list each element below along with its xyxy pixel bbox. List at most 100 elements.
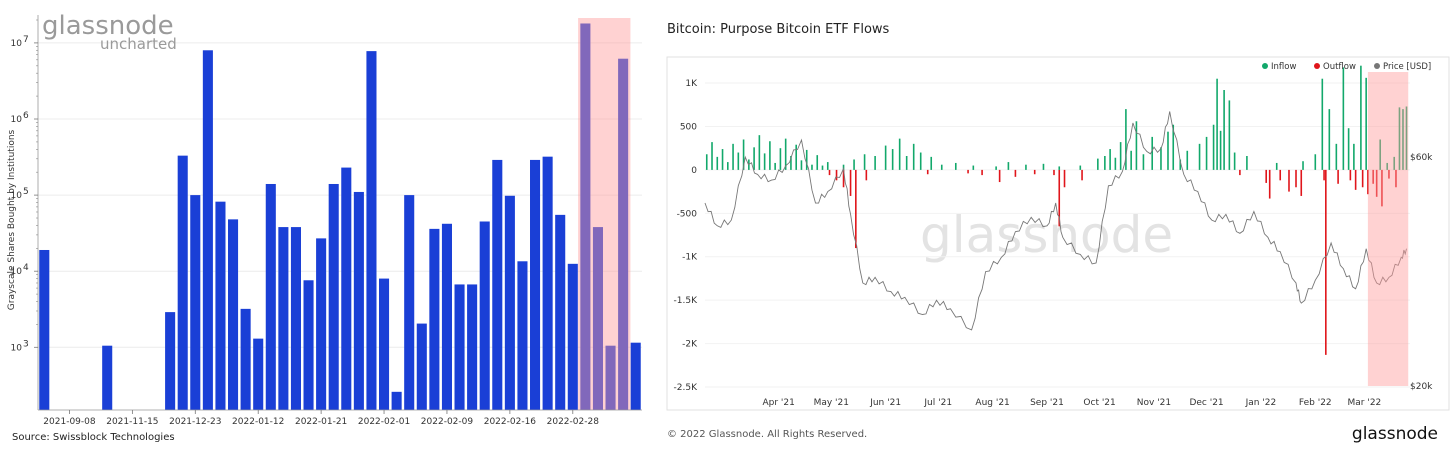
inflow-bar: [842, 164, 845, 170]
left-y-tick-label: 10: [11, 343, 23, 353]
inflow-bar: [1212, 124, 1215, 170]
right-y-tick-label: -2K: [682, 340, 698, 350]
left-bar: [253, 338, 264, 410]
left-bar: [404, 195, 415, 410]
copyright-text: © 2022 Glassnode. All Rights Reserved.: [667, 429, 867, 440]
inflow-bar: [1302, 161, 1304, 170]
inflow-bar: [1167, 131, 1169, 170]
inflow-bar: [1223, 90, 1225, 170]
inflow-bar: [779, 148, 782, 170]
outflow-bar: [828, 169, 831, 176]
left-x-tick-label: 2022-02-01: [358, 417, 410, 427]
outflow-bar: [1325, 169, 1327, 355]
outflow-bar: [1354, 169, 1357, 190]
left-bar: [467, 284, 478, 410]
inflow-bars: [705, 65, 1408, 170]
left-bar: [517, 261, 528, 410]
outflow-bar: [1388, 169, 1390, 179]
watermark-uncharted: uncharted: [100, 35, 177, 53]
left-bar: [429, 228, 440, 410]
inflow-bar: [742, 139, 745, 170]
left-bar: [202, 50, 213, 411]
background-watermark: glassnode: [920, 206, 1173, 264]
left-bar: [316, 238, 327, 410]
left-bar: [492, 159, 503, 410]
inflow-bar: [954, 162, 957, 170]
outflow-bar: [855, 169, 857, 249]
inflow-bar: [826, 162, 829, 170]
right-price-axis: $60k $20k: [1410, 153, 1433, 392]
inflow-bar: [816, 155, 819, 170]
left-x-axis: 2021-09-08 2021-11-15 2021-12-23 2022-01-12…: [38, 409, 642, 427]
left-bar: [441, 223, 452, 410]
inflow-bar: [1097, 158, 1099, 170]
left-x-tick-label: 2022-01-12: [232, 417, 284, 427]
inflow-bar: [863, 154, 866, 170]
outflow-bar: [1375, 169, 1378, 197]
left-bar: [278, 227, 289, 410]
outflow-bar: [1268, 169, 1271, 199]
inflow-bar: [919, 152, 922, 170]
inflow-bar: [1130, 150, 1132, 170]
inflow-bar: [1342, 67, 1345, 170]
legend-price-label: Price [USD]: [1383, 62, 1431, 72]
outflow-bar: [849, 169, 852, 196]
left-y-tick-label: 10: [11, 267, 23, 277]
outflow-bar: [967, 169, 969, 174]
left-y-axis-label: Grayscale Shares Bought by Institutions: [7, 129, 17, 310]
inflow-bar: [763, 153, 766, 170]
left-bar: [39, 249, 50, 410]
inflow-bar: [912, 143, 915, 170]
left-bar: [328, 183, 339, 410]
left-y-tick-exponent: 4: [23, 263, 29, 273]
left-bar: [228, 219, 239, 410]
inflow-bar: [905, 156, 908, 170]
right-y-tick-label: -1.5K: [674, 296, 699, 306]
legend-outflow-label: Outflow: [1323, 62, 1356, 72]
inflow-bar: [891, 149, 894, 170]
left-x-tick-label: 2022-02-28: [547, 417, 600, 427]
outflow-bar: [926, 169, 929, 175]
left-bar: [530, 159, 541, 410]
left-bar: [592, 227, 603, 410]
left-bar: [215, 201, 226, 410]
inflow-bar: [705, 154, 708, 170]
inflow-bar: [930, 156, 933, 170]
left-x-tick-label: 2022-02-09: [421, 417, 474, 427]
inflow-bar: [758, 135, 761, 170]
inflow-bar: [1347, 128, 1350, 170]
outflow-bar: [865, 169, 868, 181]
chart-title: Bitcoin: Purpose Bitcoin ETF Flows: [667, 22, 890, 37]
outflow-bar: [835, 169, 838, 181]
inflow-bar: [1109, 149, 1111, 170]
inflow-bar: [784, 138, 787, 170]
right-x-axis: Apr '21 May '21 Jun '21 Jul '21 Aug '21 Sep '…: [762, 398, 1381, 408]
left-x-tick-label: 2021-12-23: [169, 417, 221, 427]
right-y-tick-label: -2.5K: [674, 383, 699, 393]
inflow-bar: [1228, 100, 1231, 170]
right-x-tick-label: Jun '21: [869, 398, 901, 408]
legend: Inflow Outflow Price [USD]: [1262, 62, 1431, 72]
inflow-bar: [1186, 150, 1189, 170]
left-x-tick-label: 2022-02-16: [484, 417, 537, 427]
inflow-bar: [1198, 143, 1201, 170]
left-y-tick-exponent: 5: [23, 187, 29, 197]
inflow-bar: [1219, 130, 1222, 170]
left-bar: [555, 214, 566, 410]
inflow-bar: [1314, 154, 1317, 170]
right-x-tick-label: Jul '21: [923, 398, 952, 408]
right-price-tick-label: $60k: [1410, 153, 1433, 163]
outflow-bar: [842, 169, 845, 188]
outflow-bar: [1300, 169, 1303, 196]
inflow-bar: [1119, 142, 1122, 170]
right-x-tick-label: Aug '21: [975, 398, 1009, 408]
inflow-bar: [1125, 109, 1127, 170]
inflow-bar: [811, 164, 813, 170]
left-bar: [379, 278, 390, 410]
inflow-bar: [1104, 156, 1106, 170]
right-x-tick-label: Mar '22: [1348, 398, 1382, 408]
inflow-bar: [1335, 143, 1338, 170]
outflow-bar: [1239, 169, 1241, 176]
